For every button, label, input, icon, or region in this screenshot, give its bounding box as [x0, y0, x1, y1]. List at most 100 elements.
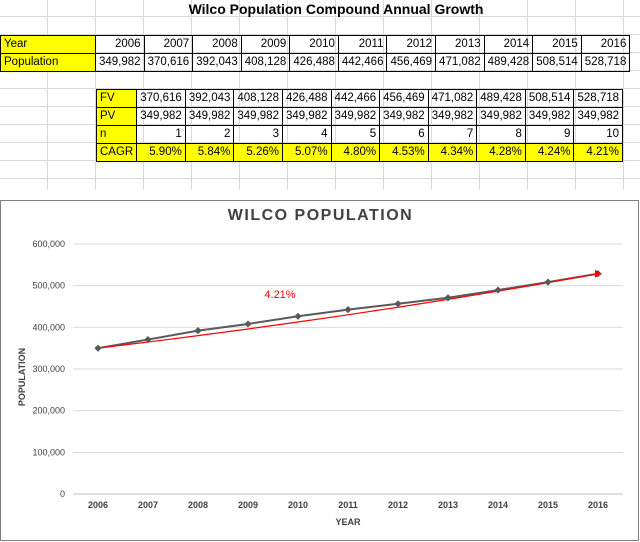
n-row: n 1 2 3 4 5 6 7 8 9 10 — [95, 125, 624, 144]
pv-cell[interactable]: 349,982 — [476, 107, 526, 126]
trendline-arrow — [595, 269, 602, 278]
population-label-cell[interactable]: Population — [0, 53, 96, 72]
cagr-annotation: 4.21% — [264, 289, 295, 301]
cagr-cell[interactable]: 4.24% — [524, 143, 575, 162]
year-cell[interactable]: 2008 — [192, 35, 242, 54]
n-cell[interactable]: 8 — [476, 125, 526, 144]
pv-label-cell[interactable]: PV — [95, 107, 138, 126]
population-cell[interactable]: 370,616 — [143, 53, 194, 72]
fv-cell[interactable]: 370,616 — [136, 89, 186, 108]
year-label-cell[interactable]: Year — [0, 35, 96, 54]
pv-cell[interactable]: 349,982 — [524, 107, 575, 126]
cagr-cell[interactable]: 4.34% — [427, 143, 478, 162]
fv-cell[interactable]: 408,128 — [233, 89, 283, 108]
population-cell[interactable]: 442,466 — [337, 53, 388, 72]
population-cell[interactable]: 426,488 — [289, 53, 339, 72]
x-tick-label: 2006 — [88, 500, 108, 510]
fv-cell[interactable]: 508,514 — [524, 89, 575, 108]
spreadsheet[interactable]: Wilco Population Compound Annual Growth … — [0, 0, 640, 190]
x-tick-label: 2014 — [488, 500, 508, 510]
fv-label-cell[interactable]: FV — [95, 89, 138, 108]
pv-cell[interactable]: 349,982 — [379, 107, 429, 126]
data-point-marker — [294, 312, 302, 320]
data-point-marker — [244, 320, 252, 328]
year-cell[interactable]: 2014 — [483, 35, 534, 54]
year-cell[interactable]: 2010 — [289, 35, 339, 54]
population-cell[interactable]: 508,514 — [532, 53, 582, 72]
y-tick-label: 0 — [60, 489, 65, 499]
data-point-marker — [494, 286, 502, 294]
population-cell[interactable]: 471,082 — [435, 53, 485, 72]
population-cell[interactable]: 392,043 — [192, 53, 242, 72]
trendline — [97, 273, 599, 349]
x-tick-label: 2009 — [238, 500, 258, 510]
cagr-cell[interactable]: 5.84% — [184, 143, 235, 162]
n-label-cell[interactable]: n — [95, 125, 138, 144]
fv-cell[interactable]: 456,469 — [379, 89, 429, 108]
year-cell[interactable]: 2011 — [337, 35, 388, 54]
n-cell[interactable]: 5 — [330, 125, 381, 144]
x-tick-label: 2007 — [138, 500, 158, 510]
x-tick-label: 2010 — [288, 500, 308, 510]
fv-cell[interactable]: 471,082 — [427, 89, 478, 108]
population-cell[interactable]: 349,982 — [95, 53, 145, 72]
n-cell[interactable]: 4 — [281, 125, 332, 144]
population-cell[interactable]: 456,469 — [386, 53, 437, 72]
chart-plot: 0 100,000 200,000 300,000 400,000 500,000 600,… — [17, 239, 623, 527]
pv-cell[interactable]: 349,982 — [136, 107, 186, 126]
y-tick-label: 200,000 — [32, 406, 65, 416]
pv-cell[interactable]: 349,982 — [233, 107, 283, 126]
n-cell[interactable]: 1 — [136, 125, 186, 144]
y-tick-label: 500,000 — [32, 281, 65, 291]
cagr-cell[interactable]: 5.26% — [233, 143, 283, 162]
cagr-cell[interactable]: 4.21% — [573, 143, 624, 162]
population-row: Population 349,982 370,616 392,043 408,128 4… — [0, 53, 631, 72]
x-tick-label: 2013 — [438, 500, 458, 510]
year-cell[interactable]: 2015 — [532, 35, 582, 54]
population-chart[interactable]: WILCO POPULATION 0 100,000 200,000 300,000 4… — [0, 200, 639, 541]
year-cell[interactable]: 2006 — [95, 35, 145, 54]
fv-cell[interactable]: 426,488 — [281, 89, 332, 108]
n-cell[interactable]: 10 — [573, 125, 624, 144]
year-cell[interactable]: 2016 — [580, 35, 631, 54]
population-cell[interactable]: 489,428 — [483, 53, 534, 72]
population-table: Year 2006 2007 2008 2009 2010 2011 2012 2013 201… — [0, 35, 631, 72]
cagr-label-cell[interactable]: CAGR — [95, 143, 138, 162]
x-axis-title: YEAR — [335, 517, 361, 527]
chart-title: WILCO POPULATION — [227, 207, 414, 224]
fv-cell[interactable]: 528,718 — [573, 89, 624, 108]
year-cell[interactable]: 2013 — [435, 35, 485, 54]
population-cell[interactable]: 528,718 — [580, 53, 631, 72]
n-cell[interactable]: 9 — [524, 125, 575, 144]
data-point-marker — [444, 294, 452, 302]
fv-row: FV 370,616 392,043 408,128 426,488 442,466 45… — [95, 89, 624, 108]
cagr-cell[interactable]: 4.80% — [330, 143, 381, 162]
n-cell[interactable]: 2 — [184, 125, 235, 144]
pv-row: PV 349,982 349,982 349,982 349,982 349,982 34… — [95, 107, 624, 126]
x-tick-label: 2016 — [588, 500, 608, 510]
fv-cell[interactable]: 392,043 — [184, 89, 235, 108]
n-cell[interactable]: 7 — [427, 125, 478, 144]
fv-cell[interactable]: 442,466 — [330, 89, 381, 108]
fv-cell[interactable]: 489,428 — [476, 89, 526, 108]
cagr-cell[interactable]: 4.28% — [476, 143, 526, 162]
pv-cell[interactable]: 349,982 — [573, 107, 624, 126]
data-point-marker — [344, 306, 352, 314]
n-cell[interactable]: 6 — [379, 125, 429, 144]
pv-cell[interactable]: 349,982 — [281, 107, 332, 126]
population-cell[interactable]: 408,128 — [240, 53, 291, 72]
pv-cell[interactable]: 349,982 — [427, 107, 478, 126]
cagr-row: CAGR 5.90% 5.84% 5.26% 5.07% 4.80% 4.53% 4.34%… — [95, 143, 624, 162]
cagr-cell[interactable]: 5.07% — [281, 143, 332, 162]
year-cell[interactable]: 2012 — [386, 35, 437, 54]
n-cell[interactable]: 3 — [233, 125, 283, 144]
year-cell[interactable]: 2007 — [143, 35, 194, 54]
data-point-marker — [194, 327, 202, 335]
pv-cell[interactable]: 349,982 — [330, 107, 381, 126]
y-tick-label: 100,000 — [32, 447, 65, 457]
sheet-title[interactable]: Wilco Population Compound Annual Growth — [188, 1, 484, 17]
pv-cell[interactable]: 349,982 — [184, 107, 235, 126]
cagr-cell[interactable]: 5.90% — [136, 143, 186, 162]
cagr-cell[interactable]: 4.53% — [379, 143, 429, 162]
year-cell[interactable]: 2009 — [240, 35, 291, 54]
